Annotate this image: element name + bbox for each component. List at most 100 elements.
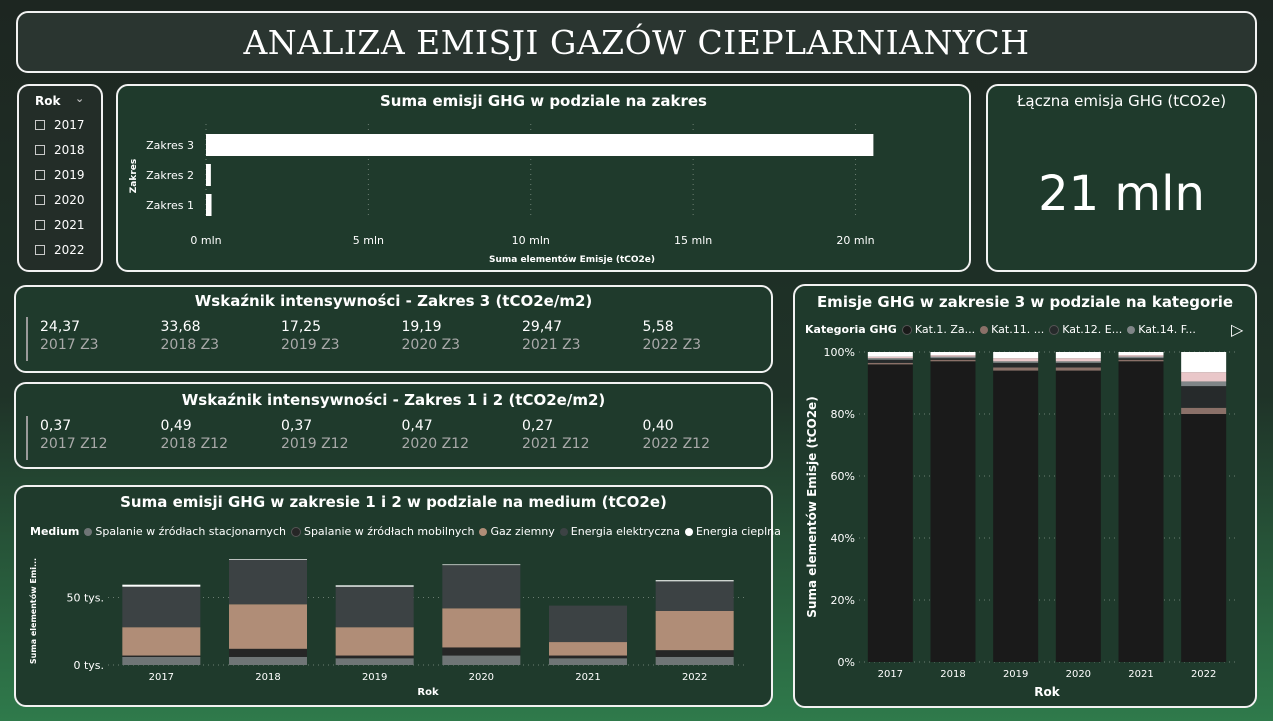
bar-segment[interactable] xyxy=(1055,358,1101,362)
checkbox[interactable] xyxy=(35,195,45,205)
legend-item[interactable]: Energia elektryczna xyxy=(555,525,680,538)
bar-segment[interactable] xyxy=(1118,358,1164,360)
bar-segment[interactable] xyxy=(1181,414,1227,662)
bar-segment[interactable] xyxy=(1055,367,1101,371)
bar-segment[interactable] xyxy=(335,655,414,659)
bar-segment[interactable] xyxy=(549,658,627,665)
bar-segment[interactable] xyxy=(993,370,1039,662)
bar-segment[interactable] xyxy=(1118,356,1164,359)
slicer-item-2020[interactable]: 2020 xyxy=(35,193,85,207)
bar[interactable] xyxy=(206,194,212,216)
bar-segment[interactable] xyxy=(930,359,976,362)
legend-item[interactable]: Kat.14. F... xyxy=(1122,323,1196,336)
intensity-kpi-item: 0,37 2019 Z12 xyxy=(281,418,391,452)
checkbox[interactable] xyxy=(35,145,45,155)
bar-segment[interactable] xyxy=(993,358,1039,362)
bar-segment[interactable] xyxy=(993,362,1039,368)
bar-segment[interactable] xyxy=(867,358,913,360)
legend-item[interactable]: Kat.12. E... xyxy=(1044,323,1122,336)
intensity-kpi-item: 19,19 2020 Z3 xyxy=(402,319,512,353)
bar-segment[interactable] xyxy=(549,642,627,656)
bar-segment[interactable] xyxy=(1118,361,1164,662)
bar-segment[interactable] xyxy=(1181,407,1227,414)
bar-segment[interactable] xyxy=(335,585,414,587)
bar-segment[interactable] xyxy=(335,586,414,628)
bar-segment[interactable] xyxy=(1181,372,1227,382)
bar-segment[interactable] xyxy=(549,605,627,643)
bar-segment[interactable] xyxy=(655,580,734,582)
bar-segment[interactable] xyxy=(335,658,414,665)
legend-item[interactable]: Spalanie w źródłach stacjonarnych xyxy=(79,525,286,538)
bar-segment[interactable] xyxy=(993,352,1039,359)
bar-segment[interactable] xyxy=(655,656,734,665)
x-tick-label: 2017 xyxy=(878,669,903,680)
bar-segment[interactable] xyxy=(229,559,307,560)
bar-segment[interactable] xyxy=(1181,381,1227,387)
bar-segment[interactable] xyxy=(1118,359,1164,362)
bar-segment[interactable] xyxy=(867,356,913,359)
legend-next-icon[interactable]: ▷ xyxy=(1231,320,1244,339)
slicer-item-2017[interactable]: 2017 xyxy=(35,118,85,132)
legend-item[interactable]: Kat.11. ... xyxy=(975,323,1044,336)
checkbox[interactable] xyxy=(35,120,45,130)
bar-segment[interactable] xyxy=(122,586,201,628)
bar-segment[interactable] xyxy=(993,361,1039,363)
bar-segment[interactable] xyxy=(122,656,201,665)
legend-item[interactable]: Gaz ziemny xyxy=(474,525,555,538)
bar-segment[interactable] xyxy=(867,364,913,662)
chevron-down-icon[interactable]: ⌄ xyxy=(75,92,85,105)
bar-segment[interactable] xyxy=(1055,361,1101,363)
bar-segment[interactable] xyxy=(930,355,976,357)
bar-segment[interactable] xyxy=(655,650,734,657)
bar-segment[interactable] xyxy=(442,655,521,665)
bar-segment[interactable] xyxy=(1118,352,1164,356)
bar-segment[interactable] xyxy=(1181,386,1227,408)
legend-title: Kategoria GHG xyxy=(805,323,897,336)
bar-segment[interactable] xyxy=(993,367,1039,371)
bar-segment[interactable] xyxy=(867,362,913,365)
bar-segment[interactable] xyxy=(930,352,976,356)
bar-segment[interactable] xyxy=(122,627,201,656)
bar-segment[interactable] xyxy=(1055,370,1101,662)
slicer-item-2022[interactable]: 2022 xyxy=(35,243,85,257)
bar-segment[interactable] xyxy=(930,361,976,662)
bar-segment[interactable] xyxy=(1118,355,1164,357)
bar-segment[interactable] xyxy=(1055,352,1101,359)
bar-segment[interactable] xyxy=(549,655,627,659)
bar-segment[interactable] xyxy=(1181,352,1227,373)
bar-segment[interactable] xyxy=(229,648,307,657)
bar-segment[interactable] xyxy=(229,604,307,649)
slicer-item-2021[interactable]: 2021 xyxy=(35,218,85,232)
bar-segment[interactable] xyxy=(655,611,734,651)
bar-segment[interactable] xyxy=(930,358,976,360)
legend-marker xyxy=(84,528,93,536)
legend-item[interactable]: Spalanie w źródłach mobilnych xyxy=(286,525,474,538)
bar-segment[interactable] xyxy=(442,565,521,609)
bar-segment[interactable] xyxy=(655,581,734,611)
bar-segment[interactable] xyxy=(229,559,307,605)
bar-segment[interactable] xyxy=(442,647,521,656)
legend-item[interactable]: Energia cieplna xyxy=(680,525,781,538)
kpi-value: 0,27 xyxy=(522,418,554,434)
bar[interactable] xyxy=(206,164,211,186)
bar-segment[interactable] xyxy=(122,655,201,657)
bar-segment[interactable] xyxy=(442,608,521,648)
bar-segment[interactable] xyxy=(229,656,307,665)
slicer-header[interactable]: Rok ⌄ xyxy=(35,92,95,108)
bar-segment[interactable] xyxy=(335,627,414,656)
bar-segment[interactable] xyxy=(122,584,201,587)
bar-segment[interactable] xyxy=(930,356,976,359)
checkbox[interactable] xyxy=(35,170,45,180)
bar[interactable] xyxy=(206,134,874,156)
kpi-label: 2020 Z3 xyxy=(401,337,461,353)
checkbox[interactable] xyxy=(35,245,45,255)
slicer-item-2018[interactable]: 2018 xyxy=(35,143,85,157)
checkbox[interactable] xyxy=(35,220,45,230)
bar-segment[interactable] xyxy=(1055,362,1101,368)
bar-segment[interactable] xyxy=(867,352,913,357)
legend-item[interactable]: Kat.1. Za... xyxy=(897,323,975,336)
bar-segment[interactable] xyxy=(867,359,913,363)
year-slicer[interactable]: Rok ⌄ 2017 2018 2019 2020 2021 2022 xyxy=(17,84,103,272)
bar-segment[interactable] xyxy=(442,564,521,566)
slicer-item-2019[interactable]: 2019 xyxy=(35,168,85,182)
